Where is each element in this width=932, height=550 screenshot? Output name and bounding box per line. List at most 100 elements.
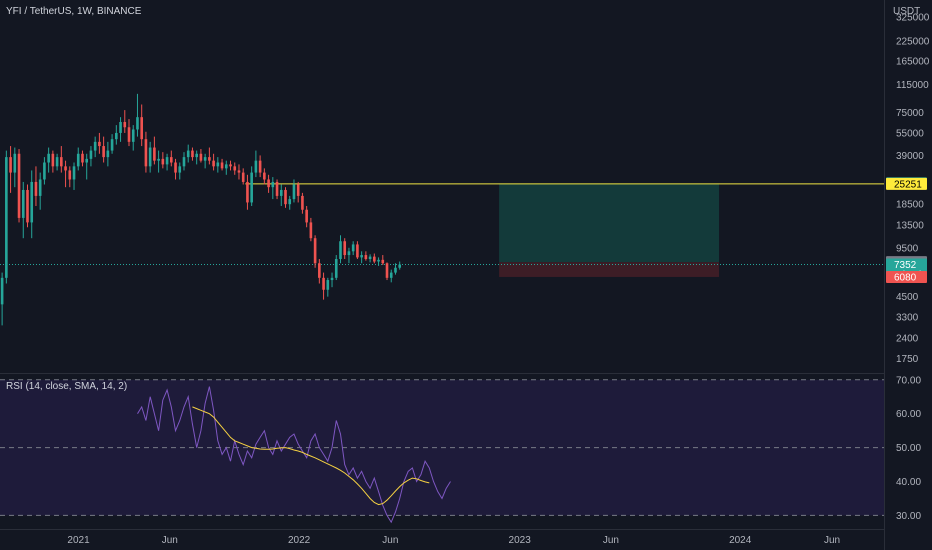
candle-body	[318, 263, 321, 278]
candle-body	[47, 153, 50, 163]
candle-body	[136, 117, 139, 130]
price-tag	[886, 270, 927, 283]
rsi-line	[137, 386, 451, 524]
candle-body	[351, 244, 355, 252]
candle-body	[305, 209, 308, 223]
candle-body	[102, 146, 105, 158]
price-tick-label: 39000	[896, 151, 924, 162]
candle-body	[275, 181, 279, 196]
candle-body	[301, 195, 304, 210]
rsi-tick-label: 40.00	[896, 477, 921, 488]
candle-body	[373, 256, 376, 262]
candle-body	[288, 199, 292, 205]
candle-body	[267, 179, 270, 188]
candle-body	[161, 158, 165, 165]
price-tag-label: 25251	[894, 179, 922, 190]
price-candles	[0, 93, 402, 326]
candle-body	[322, 277, 325, 290]
candle-body	[115, 132, 118, 140]
candle-body	[174, 162, 177, 173]
candle-body	[30, 181, 34, 223]
candle-body	[186, 150, 190, 158]
candle-body	[368, 256, 372, 260]
candle-body	[199, 153, 203, 161]
candle-body	[284, 189, 287, 205]
price-tag	[886, 177, 927, 190]
candle-body	[347, 251, 351, 256]
candle-body	[377, 259, 380, 262]
candle-body	[364, 255, 368, 260]
time-axis[interactable]: 2021 Jun 2022 Jun 2023 Jun 2024 Jun	[67, 535, 840, 546]
time-tick-label: Jun	[603, 535, 619, 546]
candle-body	[343, 241, 347, 256]
candle-body	[110, 139, 114, 151]
candle-body	[279, 189, 283, 196]
price-tick-label: 18500	[896, 200, 924, 211]
long-position-profit-zone[interactable]	[499, 183, 720, 263]
candle-body	[360, 255, 363, 258]
candle-body	[254, 160, 258, 173]
candle-body	[385, 263, 389, 278]
candle-body	[229, 164, 232, 167]
candle-body	[356, 244, 359, 258]
price-tick-label: 55000	[896, 128, 924, 139]
price-tick-label: 115000	[896, 80, 929, 91]
candle-body	[89, 150, 93, 159]
candle-body	[389, 272, 393, 278]
candle-body	[394, 267, 397, 273]
candle-body	[93, 141, 97, 151]
candle-body	[64, 166, 67, 171]
candle-body	[313, 238, 317, 264]
candle-body	[271, 181, 275, 188]
time-tick-label: Jun	[162, 535, 178, 546]
candle-body	[76, 153, 80, 167]
candle-body	[119, 122, 122, 133]
price-tick-label: 3300	[896, 312, 919, 323]
candle-body	[339, 241, 342, 260]
chart-title[interactable]: YFI / TetherUS, 1W, BINANCE	[6, 6, 142, 17]
candle-body	[140, 117, 144, 140]
candle-body	[81, 153, 84, 163]
price-tick-label: 4500	[896, 292, 919, 303]
rsi-axis[interactable]: 70.00 60.00 50.00 40.00 30.00	[896, 375, 921, 522]
rsi-tick-label: 70.00	[896, 375, 921, 386]
price-axis-tags: 2541825251762373526d 16h6080	[886, 177, 927, 283]
candle-body	[250, 172, 253, 203]
candle-body	[55, 157, 59, 167]
price-tag-label: 6080	[894, 272, 917, 283]
candle-body	[296, 184, 300, 196]
candle-body	[148, 147, 152, 167]
candle-body	[224, 164, 228, 169]
candle-body	[72, 166, 76, 180]
price-tick-label: 165000	[896, 57, 930, 68]
price-tick-label: 225000	[896, 36, 930, 47]
price-axis[interactable]: 325000 225000 165000 115000 75000 55000 39000 1…	[896, 12, 930, 365]
candle-body	[263, 172, 266, 180]
candle-body	[326, 280, 330, 290]
candle-body	[21, 189, 25, 218]
candle-body	[165, 157, 169, 165]
time-tick-label: 2021	[67, 535, 90, 546]
time-tick-label: 2024	[729, 535, 752, 546]
candle-body	[220, 162, 224, 169]
candle-body	[334, 259, 338, 278]
price-tick-label: 1750	[896, 354, 919, 365]
rsi-tick-label: 50.00	[896, 443, 921, 454]
price-axis-currency: USDT	[893, 6, 920, 17]
candle-body	[26, 189, 29, 223]
candle-body	[212, 160, 215, 167]
candle-body	[123, 122, 127, 128]
candle-body	[398, 264, 402, 268]
rsi-level-lines	[0, 379, 884, 516]
candle-body	[330, 277, 334, 281]
rsi-title[interactable]: RSI (14, close, SMA, 14, 2)	[6, 381, 127, 392]
rsi-tick-label: 30.00	[896, 511, 921, 522]
candle-body	[68, 170, 72, 180]
candle-body	[127, 127, 131, 142]
long-position-loss-zone[interactable]	[499, 262, 720, 277]
candle-body	[381, 259, 385, 264]
candle-body	[178, 166, 182, 173]
price-tick-label: 2400	[896, 333, 919, 344]
candle-body	[208, 157, 211, 161]
